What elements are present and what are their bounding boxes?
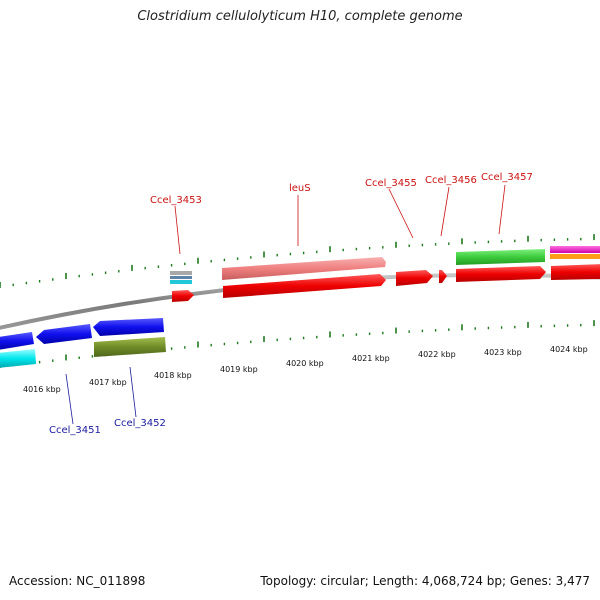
gene-label-ccel-3451[interactable]: Ccel_3451 [49,425,101,436]
gene-arrow-ccel-3453[interactable] [172,290,194,302]
gene-arrow-ccel-3451[interactable] [36,324,92,344]
feature-steel[interactable] [170,276,192,279]
scale-label: 4021 kbp [352,354,390,363]
feature-olive-ccel-3452[interactable] [94,337,166,357]
feature-magenta[interactable] [550,246,600,253]
scale-label: 4019 kbp [220,365,258,374]
scale-label: 4018 kbp [154,371,192,380]
scale-label: 4017 kbp [89,378,127,387]
outer-tick-ring [0,234,595,288]
feature-cyan-left-edge[interactable] [0,349,36,368]
gene-arrow-right-edge[interactable] [551,264,600,280]
gene-label-ccel-3457[interactable]: Ccel_3457 [481,172,533,183]
pink-feature-leus[interactable] [222,257,386,280]
leader-line [498,184,506,235]
feature-gray[interactable] [170,271,192,275]
leader-line [129,366,137,418]
scale-label: 4016 kbp [23,385,61,394]
green-feature-ccel-3457[interactable] [456,249,545,265]
bottom-gene-labels: Ccel_3451 Ccel_3452 [49,366,166,436]
gene-label-ccel-3453[interactable]: Ccel_3453 [150,195,202,206]
leader-line [65,373,74,425]
leader-line [174,205,181,255]
gene-label-leus[interactable]: leuS [289,183,311,194]
feature-orange[interactable] [550,254,600,259]
gene-arrow-ccel-3456[interactable] [439,270,447,283]
scale-label: 4020 kbp [286,359,324,368]
gene-arrow-blue-left-edge[interactable] [0,332,34,350]
gene-arrow-ccel-3455[interactable] [396,270,433,286]
reverse-strand-features [0,318,166,368]
accession-label: Accession: NC_011898 [9,574,146,588]
feature-cyan-small[interactable] [170,280,192,284]
gene-arrow-leus[interactable] [223,274,386,298]
scale-label: 4022 kbp [418,350,456,359]
leader-line [388,188,414,239]
gene-arrow-ccel-3457[interactable] [456,266,546,282]
gene-label-ccel-3455[interactable]: Ccel_3455 [365,178,417,189]
leader-line [440,186,450,237]
map-title: Clostridium cellulolyticum H10, complete… [137,9,463,24]
gene-arrow-blue-upper[interactable] [93,318,164,336]
scale-label: 4024 kbp [550,345,588,354]
genome-summary: Topology: circular; Length: 4,068,724 bp… [260,574,590,588]
top-gene-labels: Ccel_3453 leuS Ccel_3455 Ccel_3456 Ccel_… [150,172,533,255]
scale-label: 4023 kbp [484,348,522,357]
gene-label-ccel-3456[interactable]: Ccel_3456 [425,175,477,186]
gene-label-ccel-3452[interactable]: Ccel_3452 [114,418,166,429]
scale-labels: 4016 kbp 4017 kbp 4018 kbp 4019 kbp 4020… [23,345,588,394]
forward-strand-features [170,246,600,302]
